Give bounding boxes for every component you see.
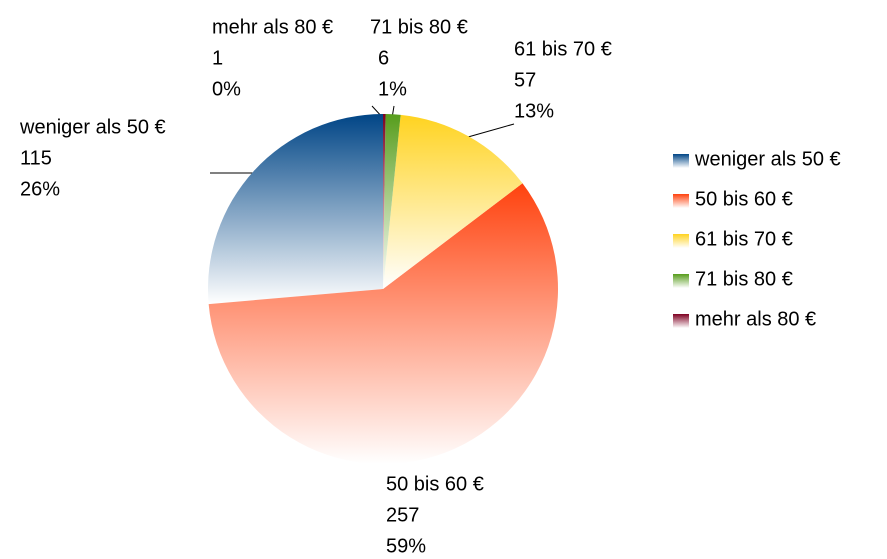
data-label-category: weniger als 50 € — [19, 116, 166, 138]
legend-swatch — [673, 194, 689, 208]
data-label-category: 71 bis 80 € — [370, 16, 468, 38]
data-label-percent: 26% — [20, 178, 60, 200]
legend-label: 71 bis 80 € — [695, 268, 793, 290]
legend-label: mehr als 80 € — [695, 308, 816, 330]
data-label-value: 257 — [386, 504, 419, 526]
leader-line — [467, 123, 515, 138]
legend-swatch — [673, 274, 689, 288]
pie-slice — [383, 114, 401, 289]
legend-label: 61 bis 70 € — [695, 228, 793, 250]
legend-swatch — [673, 154, 689, 168]
data-label-category: 61 bis 70 € — [514, 38, 612, 60]
data-label-percent: 59% — [386, 535, 426, 557]
pie-slice — [208, 183, 558, 465]
data-label-percent: 0% — [212, 78, 241, 100]
data-label-value: 115 — [20, 147, 52, 169]
legend-label: 50 bis 60 € — [695, 188, 793, 210]
legend-swatch — [673, 234, 689, 248]
pie-slice — [383, 114, 523, 290]
legend-swatch — [673, 314, 689, 328]
data-label-value: 6 — [378, 47, 389, 69]
data-label-percent: 13% — [514, 100, 554, 122]
legend-label: weniger als 50 € — [694, 148, 841, 170]
data-label-category: 50 bis 60 € — [386, 473, 484, 495]
data-label-category: mehr als 80 € — [212, 16, 333, 38]
data-label-value: 1 — [212, 47, 223, 69]
data-label-value: 57 — [514, 69, 536, 91]
pie-slice — [207, 114, 383, 305]
pie-slice — [383, 114, 386, 289]
data-label-percent: 1% — [378, 78, 407, 100]
